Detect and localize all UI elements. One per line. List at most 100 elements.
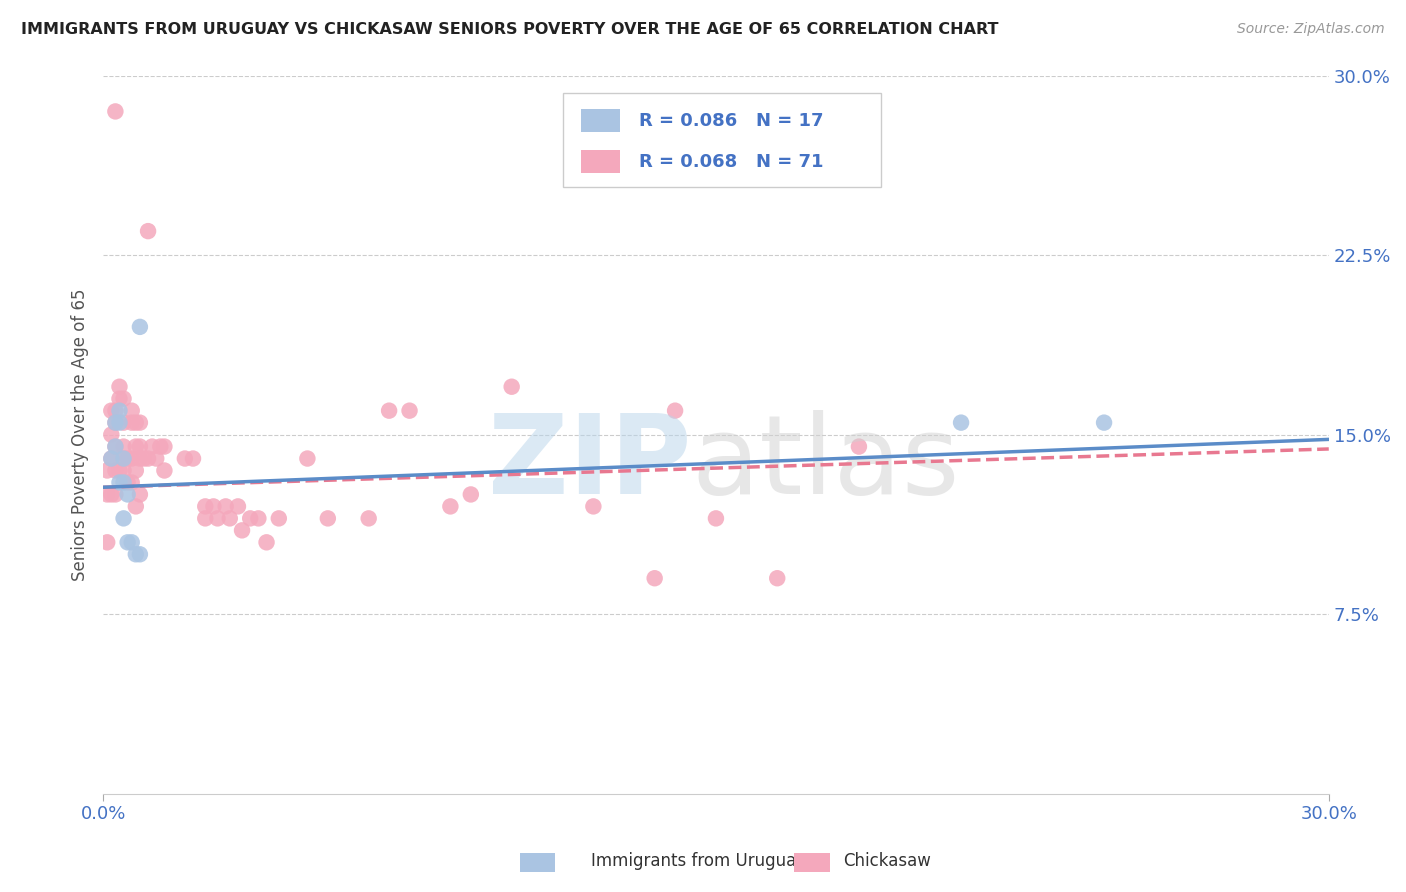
Point xyxy=(117,475,139,490)
Point xyxy=(129,416,152,430)
Point xyxy=(704,511,727,525)
Point xyxy=(100,403,122,417)
Point xyxy=(117,487,139,501)
Point xyxy=(460,487,482,501)
Point xyxy=(117,535,139,549)
Point xyxy=(398,403,420,417)
Point xyxy=(256,535,278,549)
Point xyxy=(215,500,238,514)
Point xyxy=(207,511,229,525)
Point xyxy=(125,416,148,430)
Text: atlas: atlas xyxy=(692,409,960,516)
Point xyxy=(129,319,152,334)
Point xyxy=(582,500,605,514)
Point xyxy=(121,475,143,490)
Point xyxy=(1092,416,1115,430)
Point xyxy=(226,500,249,514)
Bar xyxy=(581,150,620,173)
Point xyxy=(439,500,461,514)
Point xyxy=(112,511,135,525)
Point xyxy=(121,403,143,417)
Point xyxy=(112,416,135,430)
Point xyxy=(96,535,118,549)
Text: Immigrants from Uruguay: Immigrants from Uruguay xyxy=(591,852,806,870)
Point xyxy=(125,547,148,561)
Point xyxy=(104,416,127,430)
Point xyxy=(194,511,217,525)
Point xyxy=(202,500,225,514)
Point xyxy=(104,487,127,501)
Point xyxy=(194,500,217,514)
Point xyxy=(112,475,135,490)
Point xyxy=(117,451,139,466)
Point xyxy=(108,463,131,477)
Point xyxy=(231,524,253,538)
Point xyxy=(239,511,262,525)
Point xyxy=(149,440,172,454)
Point xyxy=(129,451,152,466)
Point xyxy=(145,451,167,466)
Point xyxy=(100,427,122,442)
Point xyxy=(104,416,127,430)
Point xyxy=(218,511,240,525)
Point xyxy=(112,463,135,477)
Point xyxy=(950,416,973,430)
Point xyxy=(96,487,118,501)
Point xyxy=(644,571,666,585)
Y-axis label: Seniors Poverty Over the Age of 65: Seniors Poverty Over the Age of 65 xyxy=(72,288,89,581)
Point xyxy=(129,547,152,561)
Text: R = 0.086   N = 17: R = 0.086 N = 17 xyxy=(638,112,824,129)
Point xyxy=(247,511,270,525)
Point xyxy=(357,511,380,525)
Text: ZIP: ZIP xyxy=(488,409,692,516)
Point xyxy=(173,451,195,466)
Point xyxy=(121,535,143,549)
Point xyxy=(112,392,135,406)
Point xyxy=(104,440,127,454)
Point xyxy=(501,380,523,394)
Point xyxy=(181,451,204,466)
Point xyxy=(108,403,131,417)
Point xyxy=(136,451,159,466)
Point xyxy=(125,440,148,454)
Point xyxy=(108,392,131,406)
Point xyxy=(96,463,118,477)
Point xyxy=(153,463,176,477)
Point xyxy=(121,416,143,430)
Point xyxy=(125,463,148,477)
Text: Chickasaw: Chickasaw xyxy=(844,852,932,870)
Point xyxy=(297,451,319,466)
Point xyxy=(125,500,148,514)
Point xyxy=(100,451,122,466)
Point xyxy=(104,403,127,417)
Point xyxy=(766,571,789,585)
Point xyxy=(129,440,152,454)
Point xyxy=(664,403,686,417)
Point xyxy=(129,487,152,501)
Point xyxy=(153,440,176,454)
Point xyxy=(108,475,131,490)
Point xyxy=(316,511,339,525)
Point xyxy=(108,416,131,430)
Point xyxy=(100,487,122,501)
Text: R = 0.068   N = 71: R = 0.068 N = 71 xyxy=(638,153,824,170)
Point xyxy=(112,451,135,466)
Text: Source: ZipAtlas.com: Source: ZipAtlas.com xyxy=(1237,22,1385,37)
Point xyxy=(132,451,155,466)
Point xyxy=(112,440,135,454)
Bar xyxy=(581,110,620,132)
Point xyxy=(136,224,159,238)
Text: IMMIGRANTS FROM URUGUAY VS CHICKASAW SENIORS POVERTY OVER THE AGE OF 65 CORRELAT: IMMIGRANTS FROM URUGUAY VS CHICKASAW SEN… xyxy=(21,22,998,37)
Point xyxy=(108,380,131,394)
Point xyxy=(848,440,870,454)
Point xyxy=(104,463,127,477)
Point xyxy=(267,511,290,525)
Point xyxy=(121,451,143,466)
Point xyxy=(378,403,401,417)
Point xyxy=(104,440,127,454)
FancyBboxPatch shape xyxy=(562,94,882,186)
Point xyxy=(104,104,127,119)
Point xyxy=(100,451,122,466)
Point xyxy=(112,451,135,466)
Point xyxy=(141,440,163,454)
